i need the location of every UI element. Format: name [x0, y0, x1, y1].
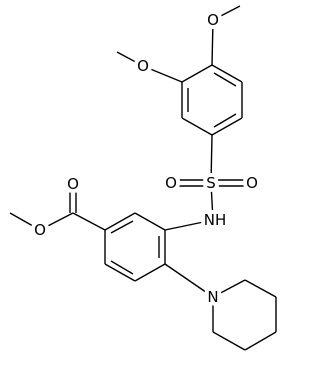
- bond: [211, 19, 214, 66]
- bond: [211, 64, 243, 83]
- bond: [213, 72, 237, 87]
- bond: [164, 219, 214, 231]
- bond: [164, 263, 214, 298]
- atom-label: NH: [204, 211, 227, 229]
- bond: [181, 64, 213, 83]
- atom-label: O: [67, 175, 79, 193]
- atom-label: O: [207, 11, 219, 29]
- atom-label: N: [207, 288, 218, 306]
- bonds: [9, 5, 277, 351]
- atom-label: O: [246, 174, 258, 192]
- bond: [244, 331, 277, 351]
- bond: [212, 279, 246, 298]
- atom-label: O: [137, 57, 149, 75]
- bond: [212, 5, 241, 21]
- bond: [210, 182, 214, 221]
- bond: [72, 212, 106, 231]
- bond: [212, 331, 246, 351]
- bond: [134, 212, 166, 231]
- bond: [110, 220, 134, 234]
- atom-label: S: [206, 174, 216, 192]
- bond: [211, 117, 243, 136]
- structure-diagram: O O O S O NH O O N: [9, 5, 277, 351]
- bond: [39, 212, 74, 231]
- bond: [104, 212, 136, 231]
- atom-label: O: [34, 221, 46, 239]
- bond: [116, 51, 144, 67]
- atom-label: O: [165, 174, 177, 192]
- bond: [134, 263, 166, 282]
- bond: [142, 65, 183, 83]
- bond: [9, 212, 41, 231]
- bond: [213, 113, 237, 128]
- bond: [244, 279, 277, 298]
- bond: [181, 117, 213, 136]
- bond: [104, 263, 136, 282]
- bond: [210, 134, 213, 184]
- atom-labels: O O O S O NH O O N: [30, 7, 262, 310]
- bond: [110, 260, 134, 275]
